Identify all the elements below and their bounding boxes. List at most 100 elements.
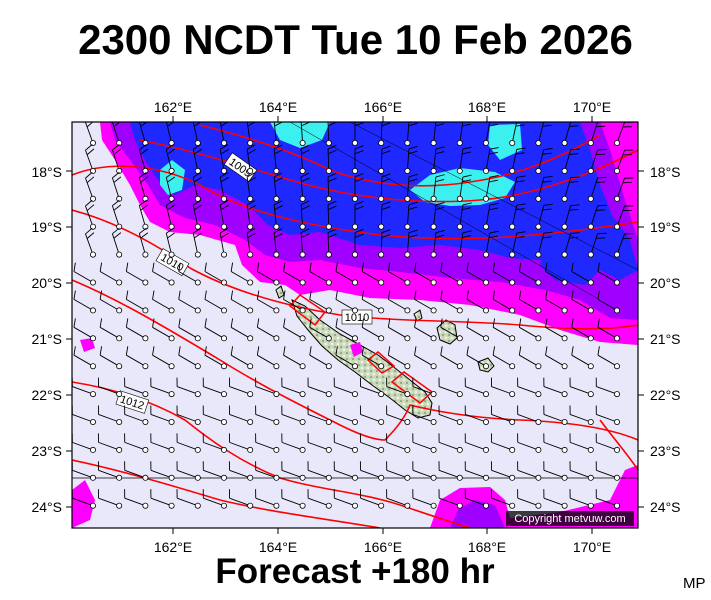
wind-barb-icon <box>587 204 607 230</box>
wind-barb-icon <box>535 203 553 230</box>
wind-barb-icon <box>178 290 201 314</box>
wind-barb-icon <box>490 461 516 481</box>
wind-barb-icon <box>571 290 594 314</box>
wind-barb-icon <box>309 346 332 370</box>
wind-barb-icon <box>518 346 542 370</box>
wind-barb-icon <box>219 172 229 202</box>
wind-barb-icon <box>430 146 445 174</box>
wind-barb-icon <box>111 227 123 258</box>
wind-barb-icon <box>333 489 358 509</box>
wind-barb-icon <box>430 202 445 230</box>
wind-barb-icon <box>492 318 516 342</box>
wind-barb-icon <box>228 489 254 509</box>
wind-barb-icon <box>359 405 385 425</box>
wind-barb-icon <box>386 405 411 425</box>
lat-label-22-right: 22°S <box>650 387 681 403</box>
copyright-text: Copyright metvuw.com <box>514 513 625 525</box>
map-axes: 162°E 164°E 166°E 168°E 170°E 162°E 164°… <box>31 99 680 555</box>
wind-barb-icon <box>219 227 229 258</box>
wind-barb-icon <box>335 290 358 314</box>
wind-barb-icon <box>125 318 149 342</box>
wind-barb-icon <box>204 318 227 342</box>
wind-barb-icon <box>192 199 203 230</box>
wind-barb-icon <box>204 346 227 370</box>
wind-barb-icon <box>595 489 621 509</box>
wind-barb-icon <box>517 405 542 425</box>
wind-barb-icon <box>595 377 621 398</box>
wind-barb-icon <box>256 318 280 342</box>
wind-barb-icon <box>490 433 516 453</box>
wind-barb-icon <box>124 489 149 509</box>
wind-barb-icon <box>404 122 418 146</box>
wind-barb-icon <box>73 262 97 286</box>
wind-barb-icon <box>230 262 254 286</box>
wind-barb-icon <box>97 377 123 398</box>
wind-barb-icon <box>569 405 594 425</box>
wind-barb-icon <box>178 318 201 342</box>
wind-barb-icon <box>273 122 283 146</box>
wind-barb-icon <box>571 262 594 286</box>
wind-barb-icon <box>587 176 607 202</box>
wind-barb-icon <box>97 489 123 509</box>
wind-barb-icon <box>509 147 526 174</box>
wind-barb-icon <box>152 262 175 286</box>
wind-barb-icon <box>414 346 437 370</box>
wind-barb-icon <box>438 377 463 398</box>
wind-barb-icon <box>440 318 463 342</box>
wind-barb-icon <box>255 433 280 453</box>
wind-barb-icon <box>597 290 621 314</box>
wind-barb-icon <box>351 228 364 258</box>
wind-barb-icon <box>359 377 385 398</box>
lon-label-168: 168°E <box>468 99 506 115</box>
wind-barb-icon <box>273 144 283 174</box>
wind-barb-icon <box>228 461 254 481</box>
wind-barb-icon <box>273 172 283 202</box>
wind-barb-icon <box>165 144 176 174</box>
magenta-cell-centre <box>350 342 363 357</box>
wind-barb-icon <box>456 174 472 202</box>
wind-barb-icon <box>176 433 201 453</box>
wind-barb-icon <box>176 405 201 425</box>
corner-code: MP <box>683 575 706 592</box>
wind-barb-icon <box>464 433 489 453</box>
wind-barb-icon <box>299 172 310 202</box>
wind-barb-icon <box>335 318 358 342</box>
lon-label-164: 164°E <box>259 99 297 115</box>
wind-barb-icon <box>138 144 149 174</box>
wind-barb-icon <box>571 318 594 342</box>
wind-barb-icon <box>456 230 472 258</box>
wind-barb-icon <box>299 200 310 230</box>
wind-barb-icon <box>99 346 123 370</box>
wind-barb-icon <box>482 230 499 258</box>
wind-barb-icon <box>569 489 594 509</box>
wind-barb-icon <box>361 262 385 286</box>
wind-shading-cyan-west <box>160 160 185 195</box>
wind-barb-icon <box>73 318 97 342</box>
wind-barb-icon <box>404 229 418 258</box>
wind-barb-icon <box>202 377 227 398</box>
wind-barb-icon <box>535 148 553 174</box>
wind-barb-icon <box>571 346 594 370</box>
wind-barb-icon <box>404 173 418 202</box>
wind-barb-icon <box>125 346 149 370</box>
wind-barb-icon <box>587 149 607 174</box>
wind-barb-icon <box>412 461 437 481</box>
wind-barb-icon <box>378 229 391 258</box>
wind-barb-icon <box>569 433 594 453</box>
wind-barb-icon <box>561 148 580 174</box>
wind-barb-icon <box>124 405 149 425</box>
wind-barb-icon <box>517 489 542 509</box>
copyright-badge: Copyright metvuw.com <box>506 511 634 526</box>
wind-barb-icon <box>412 405 437 425</box>
wind-barb-icon <box>412 489 437 509</box>
wind-barb-icon <box>517 433 542 453</box>
wind-barb-icon <box>440 290 463 314</box>
wind-barb-icon <box>228 377 254 398</box>
wind-barb-icon <box>273 228 283 258</box>
wind-barb-icon <box>430 174 445 202</box>
wind-barb-icon <box>545 262 568 286</box>
wind-barb-icon <box>281 489 306 509</box>
wind-barb-icon <box>246 172 256 202</box>
wind-barb-icon <box>412 377 437 398</box>
wind-barb-icon <box>150 461 175 481</box>
